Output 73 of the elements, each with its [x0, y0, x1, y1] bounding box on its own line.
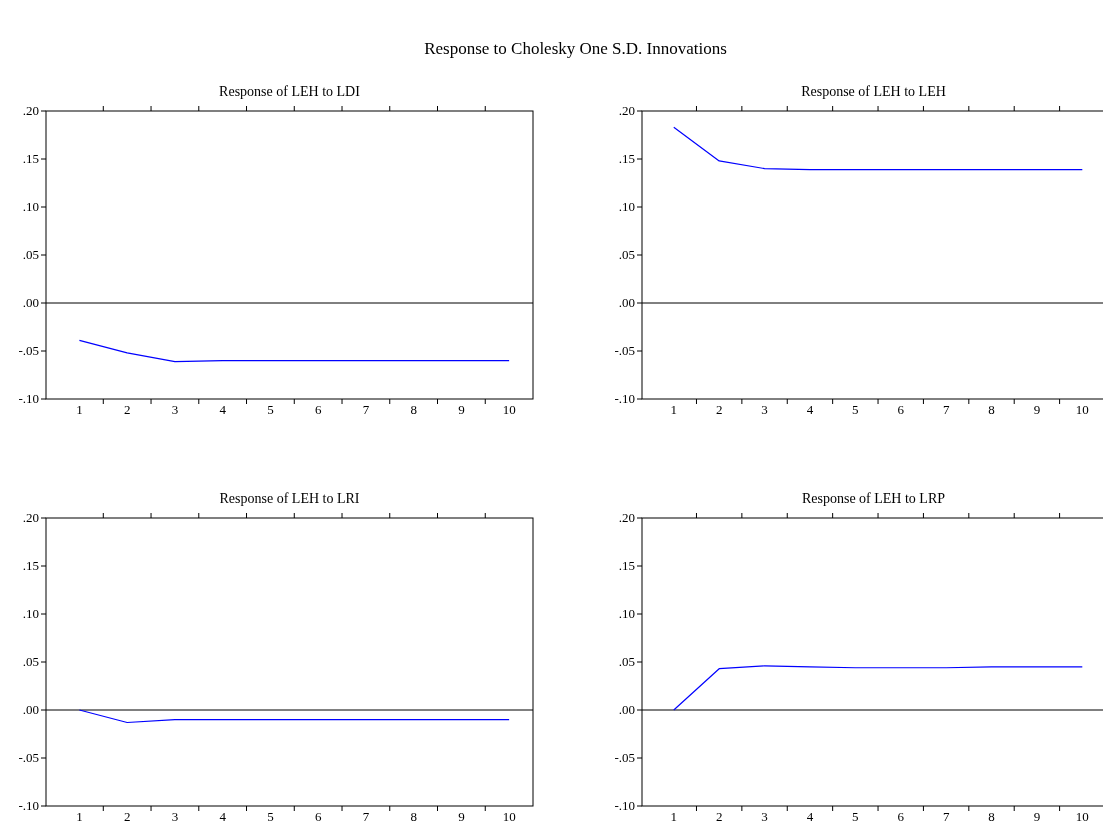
x-tick-label: 3: [761, 809, 768, 823]
x-tick-label: 5: [267, 402, 274, 417]
y-tick-label: .15: [22, 151, 39, 166]
x-tick-label: 5: [267, 809, 274, 823]
x-tick-label: 4: [219, 402, 227, 417]
x-tick-label: 8: [988, 402, 995, 417]
x-tick-label: 2: [123, 402, 131, 417]
y-tick-label: .15: [618, 558, 635, 573]
y-tick-label: .00: [22, 702, 39, 717]
y-tick-label: .05: [22, 247, 39, 262]
y-tick-label: .00: [618, 295, 635, 310]
y-tick-label: .15: [618, 151, 635, 166]
x-tick-label: 6: [314, 809, 322, 823]
y-tick-label: .05: [22, 654, 39, 669]
x-tick-label: 8: [410, 402, 417, 417]
y-tick-label: .10: [22, 199, 39, 214]
x-tick-label: 6: [314, 402, 322, 417]
y-tick-label: .10: [22, 606, 39, 621]
x-tick-label: 1: [670, 809, 678, 823]
chart-title: Response of LEH to LEH: [801, 84, 946, 99]
x-tick-label: 1: [76, 402, 83, 417]
text: Response to Cholesky One S.D. Innovations: [424, 39, 727, 58]
y-tick-label: -.05: [18, 750, 39, 765]
x-tick-label: 5: [852, 809, 859, 823]
x-tick-label: 9: [458, 809, 465, 823]
y-tick-label: -.05: [614, 750, 635, 765]
x-tick-label: 2: [715, 402, 723, 417]
y-tick-label: .10: [618, 199, 635, 214]
x-tick-label: 7: [362, 809, 370, 823]
y-tick-label: -.10: [614, 798, 635, 813]
y-tick-label: .05: [618, 654, 635, 669]
x-tick-label: 7: [362, 402, 370, 417]
y-tick-label: .20: [618, 510, 635, 525]
x-tick-label: 5: [852, 402, 859, 417]
x-tick-label: 8: [988, 809, 995, 823]
x-tick-label: 3: [171, 809, 179, 823]
y-tick-label: .00: [22, 295, 39, 310]
y-tick-label: -.05: [614, 343, 635, 358]
x-tick-label: 2: [715, 809, 723, 823]
y-tick-label: -.10: [614, 391, 635, 406]
y-tick-label: .20: [618, 103, 635, 118]
x-tick-label: 10: [502, 809, 516, 823]
x-tick-label: 10: [1075, 809, 1089, 823]
x-tick-label: 10: [1075, 402, 1089, 417]
x-tick-label: 1: [76, 809, 83, 823]
y-tick-label: .05: [618, 247, 635, 262]
chart-title: Response of LEH to LDI: [219, 84, 361, 99]
x-tick-label: 3: [761, 402, 768, 417]
x-tick-label: 3: [171, 402, 179, 417]
y-tick-label: -.10: [18, 391, 39, 406]
x-tick-label: 9: [1033, 402, 1041, 417]
x-tick-label: 8: [410, 809, 417, 823]
y-tick-label: .00: [618, 702, 635, 717]
x-tick-label: 9: [458, 402, 465, 417]
x-tick-label: 2: [123, 809, 131, 823]
x-tick-label: 6: [897, 402, 905, 417]
x-tick-label: 9: [1033, 809, 1041, 823]
y-tick-label: .20: [22, 510, 39, 525]
x-tick-label: 4: [806, 402, 814, 417]
x-tick-label: 7: [942, 809, 950, 823]
y-tick-label: .10: [618, 606, 635, 621]
x-tick-label: 1: [670, 402, 678, 417]
y-tick-label: -.10: [18, 798, 39, 813]
chart-title: Response of LEH to LRI: [219, 491, 360, 506]
x-tick-label: 10: [502, 402, 516, 417]
y-tick-label: -.05: [18, 343, 39, 358]
y-tick-label: .15: [22, 558, 39, 573]
x-tick-label: 6: [897, 809, 905, 823]
x-tick-label: 7: [942, 402, 950, 417]
x-tick-label: 4: [219, 809, 227, 823]
y-tick-label: .20: [22, 103, 39, 118]
x-tick-label: 4: [806, 809, 814, 823]
chart-title: Response of LEH to LRP: [801, 491, 946, 506]
